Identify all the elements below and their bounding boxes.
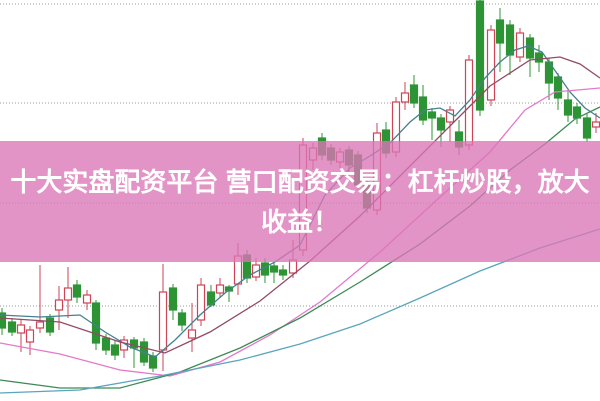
ma-magenta — [0, 87, 600, 377]
promo-banner-text-line1: 十大实盘配资平台 营口配资交易：杠杆炒股，放大 — [10, 166, 590, 197]
promo-banner-text-line2: 收益！ — [260, 206, 339, 237]
promo-banner: 十大实盘配资平台 营口配资交易：杠杆炒股，放大 收益！ — [0, 141, 600, 262]
